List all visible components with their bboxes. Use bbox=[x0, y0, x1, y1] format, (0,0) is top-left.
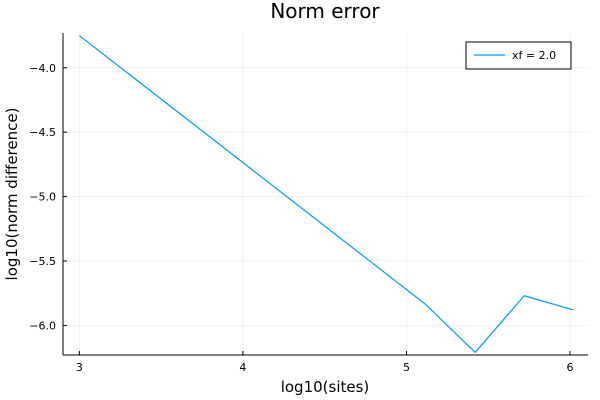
chart-title: Norm error bbox=[270, 0, 380, 23]
y-tick-label: −5.0 bbox=[29, 191, 56, 204]
x-tick-label: 6 bbox=[567, 361, 574, 374]
axes bbox=[62, 33, 588, 356]
x-ticks: 3 4 5 6 bbox=[76, 351, 574, 374]
grid bbox=[63, 33, 588, 355]
x-axis-label: log10(sites) bbox=[281, 378, 370, 396]
x-tick-label: 3 bbox=[76, 361, 83, 374]
legend: xf = 2.0 bbox=[465, 41, 572, 70]
y-tick-label: −4.0 bbox=[29, 62, 56, 75]
plot-lines bbox=[78, 35, 574, 354]
y-axis-label: log10(norm difference) bbox=[3, 108, 21, 281]
y-tick-label: −6.0 bbox=[29, 319, 56, 332]
y-tick-label: −4.5 bbox=[29, 126, 56, 139]
legend-label: xf = 2.0 bbox=[512, 49, 556, 62]
x-tick-label: 4 bbox=[239, 361, 246, 374]
y-tick-label: −5.5 bbox=[29, 255, 56, 268]
series-line bbox=[78, 35, 574, 354]
y-ticks: −4.0 −4.5 −5.0 −5.5 −6.0 bbox=[29, 62, 67, 332]
x-tick-label: 5 bbox=[403, 361, 410, 374]
